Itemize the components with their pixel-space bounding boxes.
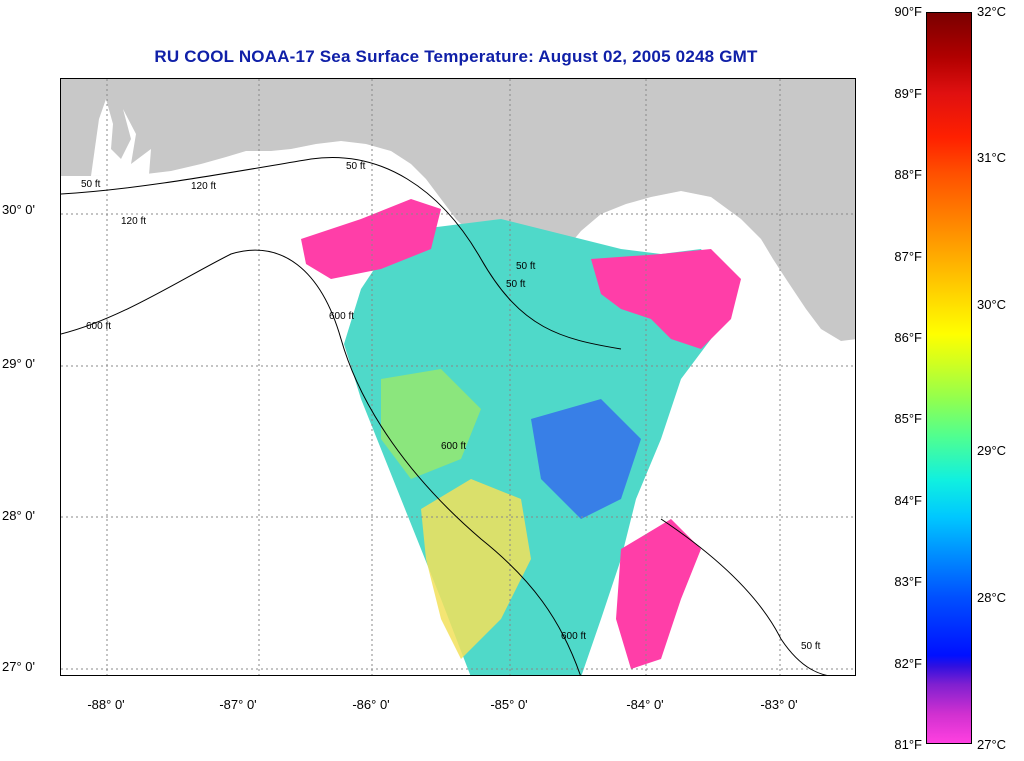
fahrenheit-label: 90°F <box>894 4 922 19</box>
sst-cool-north <box>301 199 441 279</box>
fahrenheit-label: 87°F <box>894 249 922 264</box>
sst-map-canvas: 50 ft 50 ft 50 ft 50 ft 120 ft 120 ft 60… <box>61 79 855 675</box>
fahrenheit-label: 83°F <box>894 574 922 589</box>
bay <box>91 99 151 176</box>
isobath-label: 50 ft <box>81 179 101 190</box>
lat-label: 29° 0' <box>2 356 35 371</box>
fahrenheit-label: 88°F <box>894 167 922 182</box>
sst-green-patch <box>381 369 481 479</box>
isobath-label: 600 ft <box>329 311 354 322</box>
fahrenheit-label: 89°F <box>894 86 922 101</box>
fahrenheit-label: 81°F <box>894 737 922 752</box>
isobath-labels: 50 ft 50 ft 50 ft 50 ft 120 ft 120 ft 60… <box>81 161 821 652</box>
isobath-label: 600 ft <box>441 441 466 452</box>
lon-label: -83° 0' <box>760 697 798 712</box>
sst-warm-patch <box>421 479 531 659</box>
isobath-label: 600 ft <box>86 321 111 332</box>
temperature-colorbar <box>926 12 972 744</box>
sst-map: 50 ft 50 ft 50 ft 50 ft 120 ft 120 ft 60… <box>60 78 856 676</box>
fahrenheit-label: 84°F <box>894 493 922 508</box>
isobath-label: 50 ft <box>506 279 526 290</box>
celsius-label: 30°C <box>977 297 1007 312</box>
map-title: RU COOL NOAA-17 Sea Surface Temperature:… <box>154 47 758 66</box>
celsius-label: 31°C <box>977 150 1007 165</box>
lon-label: -86° 0' <box>352 697 390 712</box>
isobath-label: 120 ft <box>191 181 216 192</box>
lon-label: -84° 0' <box>626 697 664 712</box>
lon-label: -87° 0' <box>219 697 257 712</box>
lon-label: -85° 0' <box>490 697 528 712</box>
celsius-label: 28°C <box>977 590 1007 605</box>
sst-cool-east <box>616 519 701 669</box>
isobath-label: 50 ft <box>516 261 536 272</box>
fahrenheit-label: 86°F <box>894 330 922 345</box>
isobath-label: 120 ft <box>121 216 146 227</box>
sst-blue-patch <box>531 399 641 519</box>
isobaths <box>61 157 828 675</box>
fahrenheit-label: 82°F <box>894 656 922 671</box>
celsius-label: 29°C <box>977 443 1007 458</box>
lat-label: 28° 0' <box>2 508 35 523</box>
isobath-label: 50 ft <box>801 641 821 652</box>
fahrenheit-label: 85°F <box>894 411 922 426</box>
lat-label: 30° 0' <box>2 202 35 217</box>
isobath-label: 50 ft <box>346 161 366 172</box>
sst-cool-band <box>591 249 741 349</box>
lon-label: -88° 0' <box>87 697 125 712</box>
lat-label: 27° 0' <box>2 659 35 674</box>
isobath-label: 600 ft <box>561 631 586 642</box>
celsius-label: 32°C <box>977 4 1007 19</box>
celsius-label: 27°C <box>977 737 1007 752</box>
